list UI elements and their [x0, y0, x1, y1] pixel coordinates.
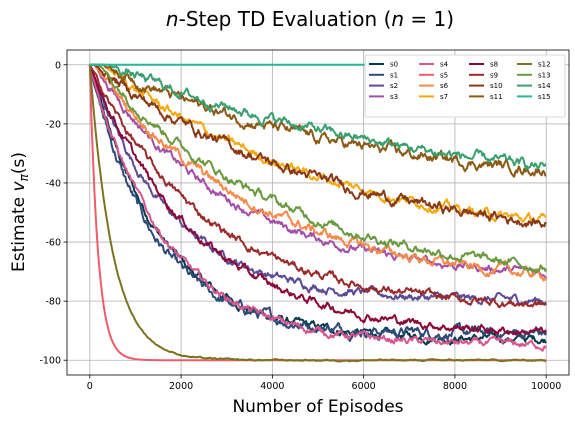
y-label-text: Estimate	[9, 197, 29, 272]
legend-label-s7: s7	[440, 93, 448, 101]
series-line-s9	[88, 64, 548, 309]
series-line-s10	[89, 63, 547, 228]
y-tick-label: -80	[45, 297, 61, 308]
legend-label-s3: s3	[390, 93, 398, 101]
series-line-s13	[89, 63, 548, 274]
x-ticks: 0 2000 4000 6000 8000 10000	[87, 375, 561, 392]
series-line-s12	[88, 64, 547, 363]
legend-label-s10: s10	[490, 82, 503, 90]
series-line-s3	[89, 63, 548, 280]
legend-label-s13: s13	[538, 71, 551, 79]
y-tick-label: -40	[45, 178, 61, 189]
x-tick-label: 8000	[443, 381, 467, 392]
title-text: -Step TD Evaluation (	[179, 7, 392, 31]
legend-label-s4: s4	[440, 61, 449, 69]
title-n-var: n	[166, 7, 179, 31]
title-suffix: = 1)	[404, 7, 454, 31]
legend-label-s8: s8	[490, 61, 498, 69]
y-label-pi: π	[17, 173, 31, 181]
series-line-s8	[88, 64, 548, 336]
plot-frame	[66, 49, 570, 376]
legend-label-s11: s11	[490, 93, 503, 101]
legend-label-s2: s2	[390, 82, 398, 90]
series-line-s6	[89, 63, 548, 282]
y-tick-label: -100	[39, 356, 61, 367]
series-lines	[88, 63, 548, 363]
legend-label-s15: s15	[538, 93, 551, 101]
x-tick-label: 10000	[531, 381, 561, 392]
legend-label-s1: s1	[390, 71, 398, 79]
legend-box	[364, 54, 566, 118]
series-line-s14	[89, 63, 547, 170]
y-ticks: 0 -20 -40 -60 -80 -100	[39, 60, 67, 367]
legend: s0 s1 s2 s3 s4 s5 s6 s7 s8 s9 s10 s11 s12 s13 s14 s15	[364, 54, 566, 118]
series-line-s4	[88, 64, 547, 352]
y-label-v: v	[9, 180, 29, 191]
legend-label-s9: s9	[490, 71, 498, 79]
y-tick-label: 0	[55, 60, 61, 71]
x-axis-label: Number of Episodes	[232, 397, 403, 417]
legend-label-s14: s14	[538, 82, 551, 90]
legend-label-s6: s6	[440, 82, 449, 90]
y-axis-label: Estimate vπ(s)	[9, 152, 31, 272]
x-tick-label: 4000	[260, 381, 284, 392]
legend-label-s12: s12	[538, 61, 551, 69]
title-n-var-2: n	[391, 7, 404, 31]
x-tick-label: 0	[87, 381, 93, 392]
y-tick-label: -60	[45, 238, 61, 249]
x-tick-label: 2000	[169, 381, 193, 392]
legend-label-s5: s5	[440, 71, 448, 79]
legend-label-s0: s0	[390, 61, 398, 69]
y-label-arg: (s)	[9, 152, 29, 174]
series-line-s7	[89, 63, 547, 225]
y-tick-label: -20	[45, 119, 61, 130]
x-tick-label: 6000	[352, 381, 376, 392]
chart-title: n-Step TD Evaluation (n = 1)	[166, 7, 454, 31]
